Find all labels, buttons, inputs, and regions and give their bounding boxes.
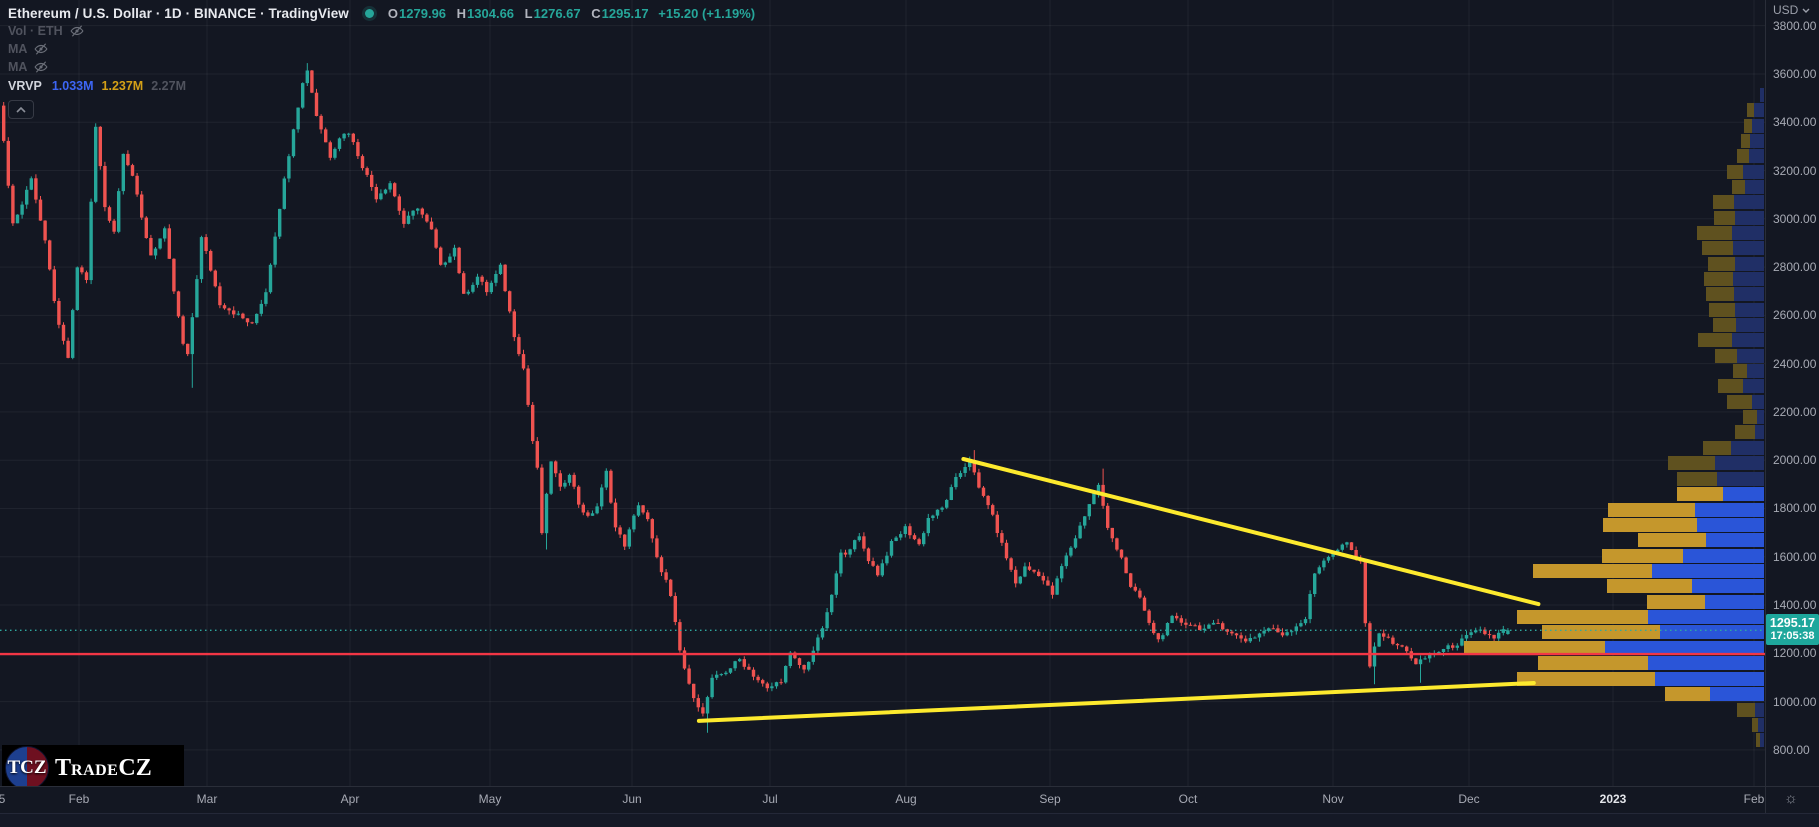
high-label: H <box>456 5 467 21</box>
ma1-indicator-label: MA <box>8 42 28 56</box>
time-axis-label: Feb <box>68 792 90 806</box>
price-axis-label: 3200.00 <box>1773 163 1817 178</box>
time-axis-label: Jul <box>762 792 778 806</box>
legend-vrvp-row[interactable]: VRVP 1.033M 1.237M 2.27M <box>8 77 755 95</box>
axis-vertical-divider <box>1765 0 1766 813</box>
currency-selector[interactable]: USD <box>1773 3 1810 17</box>
tradecz-wordmark: TRADECZ <box>55 754 152 781</box>
change-value: +15.20 (+1.19%) <box>658 5 756 21</box>
open-label: O <box>387 5 399 21</box>
vrvp-value-2: 1.237M <box>101 79 144 93</box>
price-axis-label: 3800.00 <box>1773 18 1817 33</box>
price-axis[interactable]: USD 1295.17 17:05:38 3800.00 3600.00 3400.… <box>1765 0 1819 786</box>
eye-off-icon[interactable] <box>70 24 84 38</box>
price-axis-label: 2200.00 <box>1773 404 1817 419</box>
price-axis-label: 3600.00 <box>1773 66 1817 81</box>
low-label: L <box>524 5 533 21</box>
price-axis-label: 1200.00 <box>1773 646 1817 661</box>
price-axis-label: 1000.00 <box>1773 694 1817 709</box>
price-axis-label: 800.00 <box>1773 742 1810 757</box>
time-axis-label: 2023 <box>1599 792 1627 806</box>
open-value: 1279.96 <box>399 5 447 21</box>
time-axis-label: May <box>478 792 502 806</box>
symbol-title[interactable]: Ethereum / U.S. Dollar · 1D · BINANCE · … <box>8 5 349 21</box>
price-axis-label: 1400.00 <box>1773 598 1817 613</box>
close-label: C <box>591 5 601 21</box>
symbol-header-row: Ethereum / U.S. Dollar · 1D · BINANCE · … <box>8 4 755 22</box>
tcz-logo-circle: TCZ <box>5 746 49 790</box>
time-axis-label: Feb <box>1743 792 1765 806</box>
time-axis[interactable]: ☼ 5 Feb Mar Apr May Jun Jul Aug Sep Oct Nov Dec 2023… <box>0 786 1819 813</box>
chevron-down-icon <box>1802 8 1810 13</box>
price-axis-label: 1800.00 <box>1773 501 1817 516</box>
time-axis-label: Apr <box>340 792 360 806</box>
time-axis-label: Sep <box>1039 792 1061 806</box>
price-axis-label: 2000.00 <box>1773 453 1817 468</box>
time-axis-label: Dec <box>1458 792 1480 806</box>
ma2-indicator-label: MA <box>8 60 28 74</box>
tradecz-logo: TCZ TRADECZ <box>2 745 184 791</box>
time-axis-label: 5 <box>0 792 6 806</box>
chart-legend: Ethereum / U.S. Dollar · 1D · BINANCE · … <box>8 4 755 119</box>
tcz-logo-text: TCZ <box>7 757 47 778</box>
close-value: 1295.17 <box>601 5 649 21</box>
legend-ma1-row[interactable]: MA <box>8 40 755 58</box>
price-axis-label: 3000.00 <box>1773 211 1817 226</box>
current-price-value: 1295.17 <box>1769 616 1816 631</box>
volume-indicator-label: Vol · ETH <box>8 24 63 38</box>
bottom-strip <box>0 813 1819 827</box>
price-axis-label: 2600.00 <box>1773 308 1817 323</box>
chevron-up-icon <box>16 106 26 113</box>
sun-icon[interactable]: ☼ <box>1784 790 1798 807</box>
bar-close-countdown: 17:05:38 <box>1770 630 1815 643</box>
price-axis-label: 2400.00 <box>1773 356 1817 371</box>
time-axis-label: Jun <box>622 792 642 806</box>
legend-volume-row[interactable]: Vol · ETH <box>8 22 755 40</box>
low-value: 1276.67 <box>533 5 581 21</box>
time-axis-label: Nov <box>1322 792 1344 806</box>
ohlc-readout: O1279.96 H1304.66 L1276.67 C1295.17 +15.… <box>388 6 755 21</box>
price-chart-canvas[interactable] <box>0 0 1765 786</box>
currency-label: USD <box>1773 3 1799 17</box>
legend-ma2-row[interactable]: MA <box>8 58 755 76</box>
data-status-dot[interactable] <box>364 8 374 18</box>
time-axis-label: Oct <box>1178 792 1198 806</box>
legend-collapse-button[interactable] <box>8 100 34 119</box>
price-axis-label: 2800.00 <box>1773 260 1817 275</box>
time-axis-label: Aug <box>895 792 917 806</box>
vrvp-value-1: 1.033M <box>51 79 94 93</box>
vrvp-value-3: 2.27M <box>151 79 186 93</box>
eye-off-icon[interactable] <box>34 42 48 56</box>
high-value: 1304.66 <box>467 5 515 21</box>
axis-horizontal-divider <box>0 786 1819 787</box>
eye-off-icon[interactable] <box>34 60 48 74</box>
price-axis-label: 1600.00 <box>1773 549 1817 564</box>
time-axis-label: Mar <box>196 792 218 806</box>
current-price-badge: 1295.17 17:05:38 <box>1766 614 1819 646</box>
price-axis-label: 3400.00 <box>1773 115 1817 130</box>
vrvp-indicator-label: VRVP <box>8 79 42 93</box>
